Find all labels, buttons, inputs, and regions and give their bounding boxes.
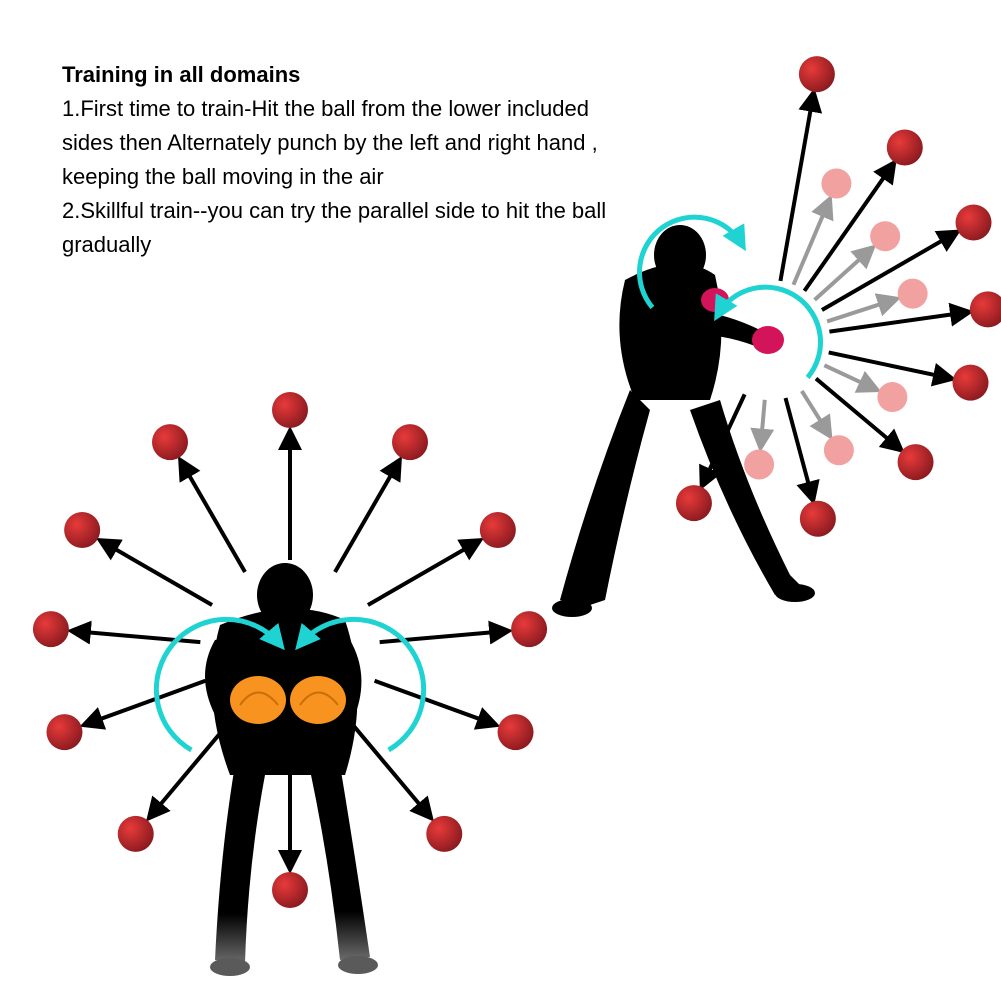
ball-red-icon — [152, 424, 188, 460]
ball-red-icon — [956, 205, 992, 241]
arrow-line — [786, 398, 813, 499]
arrow-gray-line — [793, 200, 829, 285]
ball-red-icon — [64, 512, 100, 548]
arrow-line — [375, 681, 495, 725]
ball-faded-icon — [744, 450, 774, 480]
boxer-right-silhouette — [552, 225, 815, 617]
boxer-left-silhouette — [205, 563, 378, 976]
ball-faded-icon — [870, 221, 900, 251]
arrow-line — [335, 461, 399, 572]
ball-red-icon — [800, 501, 836, 537]
svg-layer — [0, 0, 1001, 1001]
ball-red-icon — [480, 512, 516, 548]
ball-faded-icon — [824, 435, 854, 465]
ball-red-icon — [46, 714, 82, 750]
arrow-line — [368, 541, 479, 605]
arrow-gray-line — [815, 248, 872, 300]
ball-red-icon — [426, 816, 462, 852]
arrow-gray-line — [824, 365, 876, 389]
ball-faded-icon — [898, 279, 928, 309]
ball-red-icon — [953, 365, 989, 401]
ball-red-icon — [33, 611, 69, 647]
glove-red-icon — [752, 326, 784, 354]
ball-red-icon — [498, 714, 534, 750]
ball-red-icon — [392, 424, 428, 460]
arrow-gray-line — [761, 400, 765, 447]
arrow-gray-line — [802, 391, 830, 435]
ball-red-icon — [272, 392, 308, 428]
arrow-line — [348, 719, 430, 817]
ball-red-icon — [511, 611, 547, 647]
ball-faded-icon — [821, 169, 851, 199]
ball-red-icon — [970, 291, 1001, 327]
ball-faded-icon — [877, 382, 907, 412]
arrow-line — [85, 681, 205, 725]
ball-red-icon — [898, 444, 934, 480]
ball-red-icon — [676, 485, 712, 521]
ball-red-icon — [118, 816, 154, 852]
glove-orange-icon — [230, 676, 286, 724]
arrow-line — [181, 461, 245, 572]
ball-red-icon — [272, 872, 308, 908]
ball-red-icon — [887, 129, 923, 165]
arrow-line — [101, 541, 212, 605]
ball-red-icon — [799, 56, 835, 92]
diagram-canvas: Training in all domains 1.First time to … — [0, 0, 1001, 1001]
right-fan-diagram — [702, 94, 968, 500]
